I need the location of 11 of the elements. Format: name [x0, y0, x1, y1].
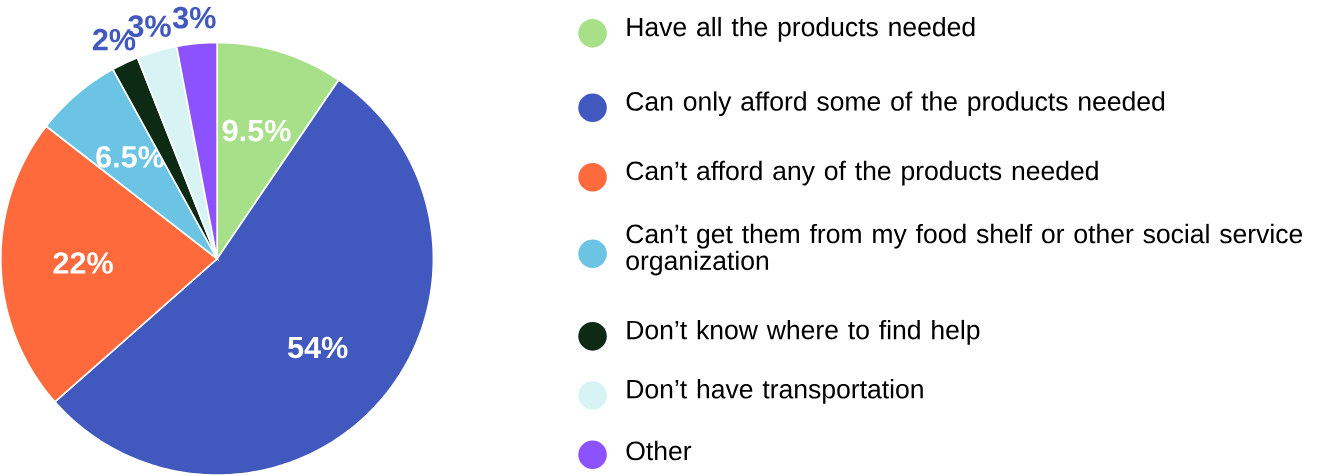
data-label: 54% — [287, 336, 348, 359]
legend-label: Can only afford some of the products needed — [626, 91, 1165, 117]
legend-label: Don’t know where to find help — [627, 319, 980, 345]
data-label: 9.5% — [222, 119, 291, 142]
legend-label: Have all the products needed — [627, 16, 975, 42]
data-label: 22% — [53, 252, 113, 274]
data-label: 3% — [172, 6, 216, 29]
legend-label: Other — [626, 440, 692, 461]
legend-label: Can’t get them from my food shelf or other social service organization — [626, 223, 1303, 276]
legend-label: Don’t have transportation — [627, 379, 923, 404]
legend-label: Can’t afford any of the products needed — [626, 160, 1098, 186]
